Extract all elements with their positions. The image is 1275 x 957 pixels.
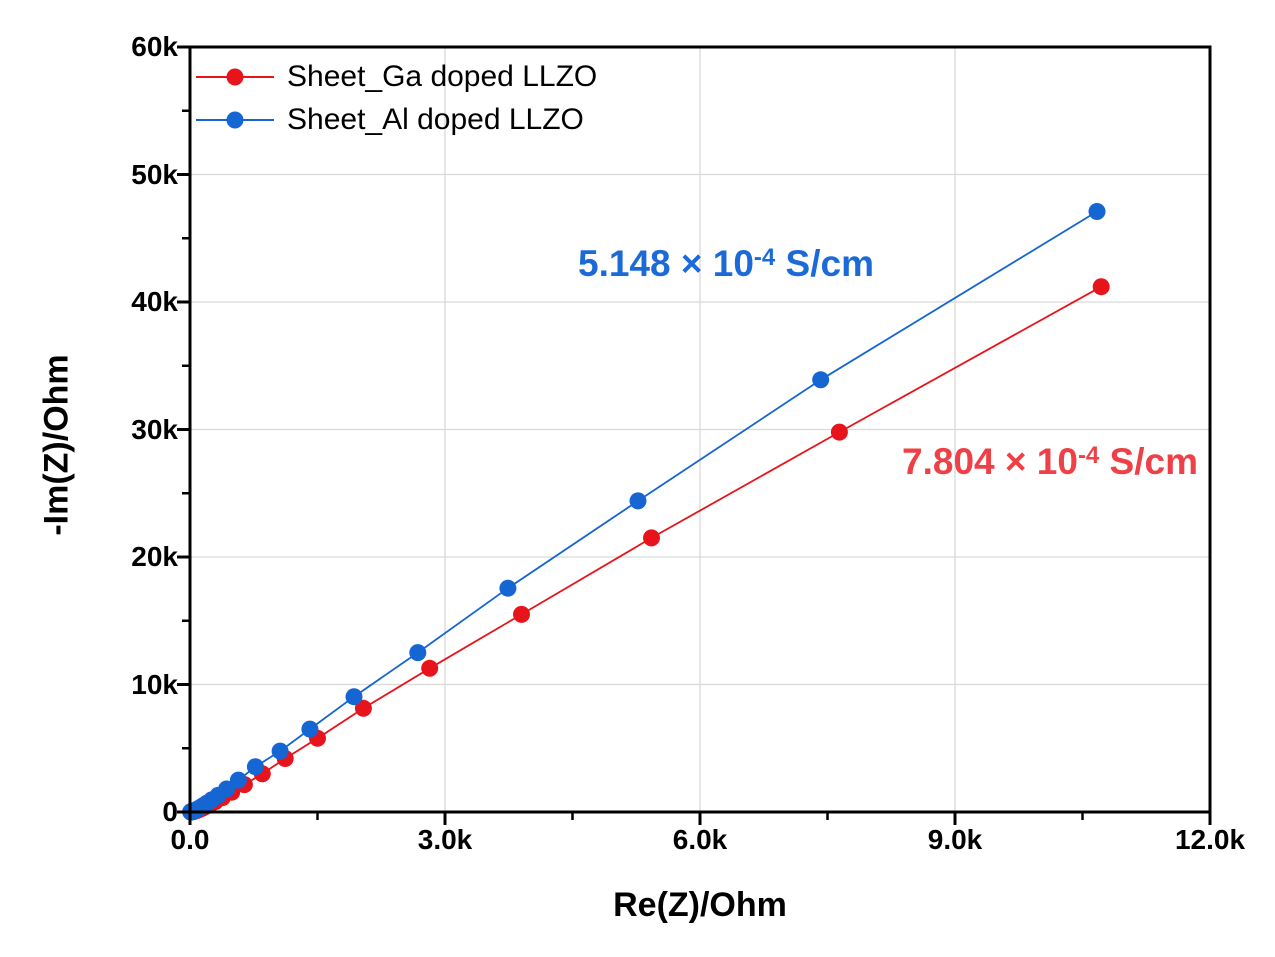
annotation-exponent: -4 xyxy=(1077,442,1100,469)
x-tick-label-6.0k: 6.0k xyxy=(672,824,728,855)
x-axis-title: Re(Z)/Ohm xyxy=(613,886,787,924)
legend-item-al: Sheet_Al doped LLZO xyxy=(196,98,597,141)
data-point xyxy=(499,579,517,597)
data-point xyxy=(354,699,372,717)
data-point xyxy=(345,688,363,706)
data-point xyxy=(830,423,848,441)
y-tick-label-10k: 10k xyxy=(131,668,178,700)
data-point xyxy=(246,758,264,776)
x-tick-label-9.0k: 9.0k xyxy=(927,824,983,855)
x-tick-label-3.0k: 3.0k xyxy=(417,824,473,855)
data-point xyxy=(409,644,427,662)
data-point xyxy=(1088,203,1106,220)
legend-label-al: Sheet_Al doped LLZO xyxy=(287,102,584,136)
plot-border xyxy=(188,45,1212,814)
data-point xyxy=(643,529,660,547)
legend: Sheet_Ga doped LLZO Sheet_Al doped LLZO xyxy=(196,55,597,141)
data-point xyxy=(421,659,439,677)
data-point xyxy=(229,771,247,789)
x-tick-label-0.0: 0.0 xyxy=(170,824,210,855)
data-point xyxy=(301,720,319,738)
y-tick-label-20k: 20k xyxy=(131,541,178,572)
annotation-value: 7.804 × 10 xyxy=(902,441,1078,482)
annotation-unit: S/cm xyxy=(1099,441,1198,482)
annotation-value: 5.148 × 10 xyxy=(578,243,754,284)
y-tick-label-60k: 60k xyxy=(131,31,178,62)
annotation-al-conductivity: 5.148 × 10-4 S/cm xyxy=(578,243,874,285)
series-line-0 xyxy=(190,285,1102,813)
y-tick-label-0: 0 xyxy=(162,796,178,827)
legend-marker-icon xyxy=(226,111,244,128)
x-tick-label-12.0k: 12.0k xyxy=(1174,824,1246,855)
annotation-ga-conductivity: 7.804 × 10-4 S/cm xyxy=(902,441,1198,483)
data-point xyxy=(271,742,289,760)
data-point xyxy=(629,492,647,510)
data-point xyxy=(1092,278,1110,296)
data-point xyxy=(513,605,530,623)
annotation-unit: S/cm xyxy=(775,243,874,284)
annotation-exponent: -4 xyxy=(753,244,776,271)
y-tick-label-30k: 30k xyxy=(131,413,178,445)
data-point xyxy=(812,371,830,389)
y-tick-label-50k: 50k xyxy=(131,158,178,190)
y-tick-label-40k: 40k xyxy=(131,286,178,317)
legend-swatch-ga xyxy=(196,68,274,86)
legend-label-ga: Sheet_Ga doped LLZO xyxy=(287,59,598,93)
legend-marker-icon xyxy=(226,68,244,85)
y-axis-title: -Im(Z)/Ohm xyxy=(37,354,76,536)
legend-swatch-al xyxy=(196,111,274,129)
legend-item-ga: Sheet_Ga doped LLZO xyxy=(196,55,597,98)
data-point xyxy=(218,780,236,798)
